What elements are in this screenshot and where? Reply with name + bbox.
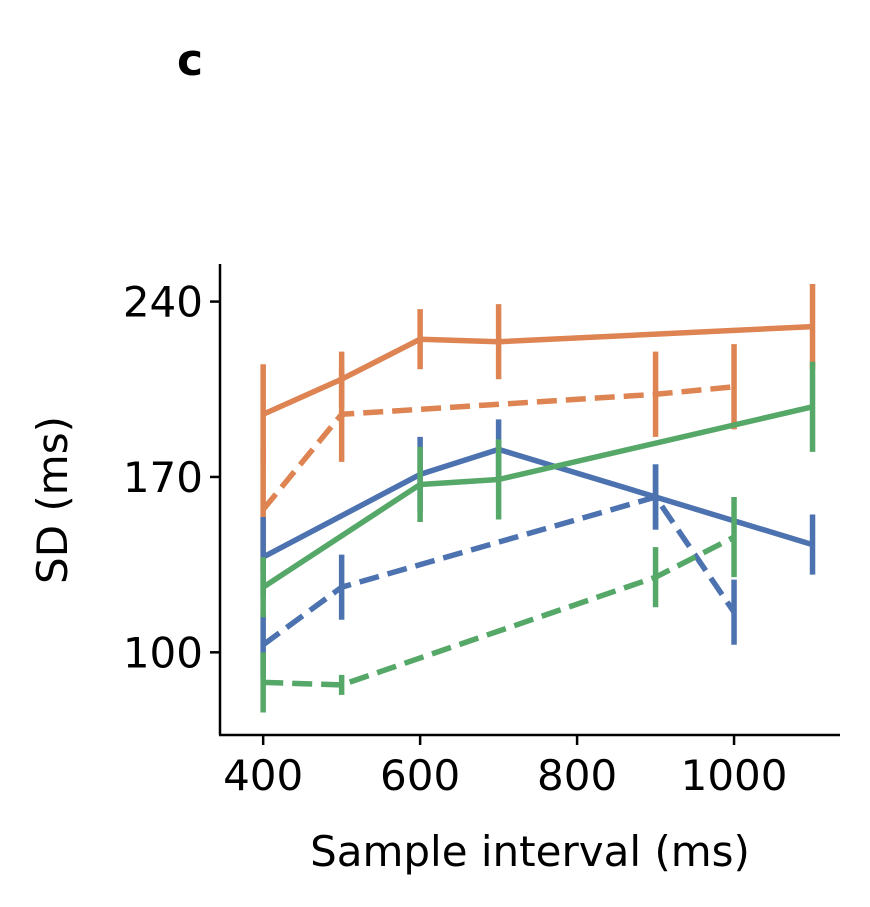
y-tick-label: 100	[123, 628, 203, 677]
plot-series	[260, 284, 816, 713]
series-5	[260, 496, 737, 713]
y-tick-label: 240	[123, 278, 203, 327]
x-tick-label: 600	[380, 751, 460, 800]
series-4	[260, 361, 816, 618]
y-axis-label: SD (ms)	[28, 416, 77, 584]
series-0	[260, 284, 816, 465]
series-3	[260, 464, 737, 678]
panel-label: c	[177, 35, 203, 86]
x-tick-label: 800	[537, 751, 617, 800]
x-tick-label: 400	[223, 751, 303, 800]
series-line-3	[261, 494, 737, 648]
axes	[218, 264, 840, 737]
series-line-4	[261, 404, 814, 590]
y-tick-label: 170	[123, 453, 203, 502]
series-line-5	[263, 534, 736, 688]
series-1	[260, 344, 737, 573]
x-axis-label: Sample interval (ms)	[310, 827, 750, 876]
ticks: 400 600 800 1000 100 170 240	[123, 278, 788, 800]
series-2	[260, 419, 816, 598]
x-tick-label: 1000	[681, 751, 788, 800]
series-line-1	[261, 384, 735, 512]
